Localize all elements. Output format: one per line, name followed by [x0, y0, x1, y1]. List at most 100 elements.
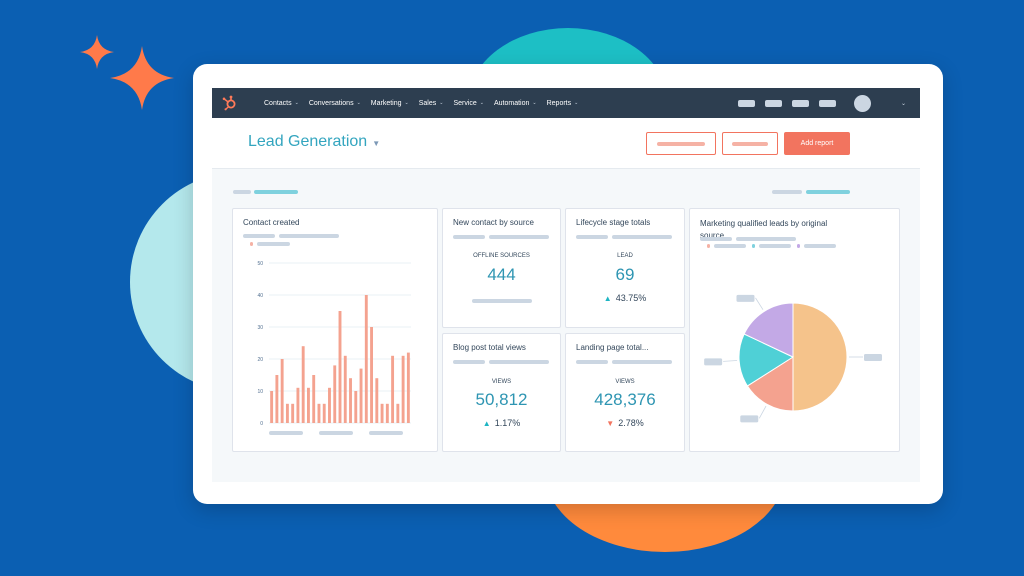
nav-utility-button[interactable] [737, 99, 755, 107]
legend-placeholder [804, 244, 836, 248]
bar[interactable] [338, 311, 342, 423]
subtitle-placeholder [453, 360, 485, 364]
pie-slice[interactable] [746, 356, 794, 412]
dashboard-selector[interactable]: Lead Generation ▼ [248, 133, 380, 151]
chevron-down-icon: ⌄ [439, 100, 444, 106]
avatar[interactable] [853, 94, 871, 112]
nav-service-label: Service [453, 99, 477, 107]
bar[interactable] [317, 403, 321, 423]
pie-slice[interactable] [792, 302, 848, 412]
bar[interactable] [385, 403, 389, 423]
nav-marketing-label: Marketing [370, 99, 402, 107]
nav-automation[interactable]: Automation ⌄ [494, 100, 537, 107]
card-new-contact-by-source[interactable]: New contact by source OFFLINE SOURCES 44… [442, 208, 561, 328]
bar[interactable] [359, 368, 363, 423]
bar[interactable] [296, 387, 300, 423]
legend-placeholder [714, 244, 746, 248]
bar[interactable] [285, 403, 289, 423]
bar[interactable] [322, 403, 326, 423]
filter-placeholder[interactable] [254, 190, 298, 194]
stat-label: VIEWS [491, 379, 512, 385]
card-blog-post-total-views[interactable]: Blog post total views VIEWS 50,812 ▲ 1.17… [442, 333, 561, 452]
bar[interactable] [343, 355, 347, 423]
bar[interactable] [270, 391, 274, 423]
hubspot-logo-icon[interactable] [212, 88, 246, 118]
bar[interactable] [391, 355, 395, 423]
stat-change: ▲ 1.17% [443, 418, 560, 428]
contact-created-bar-chart: 0 10 20 30 40 50 [257, 261, 411, 427]
card-lifecycle-stage-totals[interactable]: Lifecycle stage totals LEAD 69 ▲ 43.75% [565, 208, 685, 328]
chevron-down-icon: ⌄ [404, 100, 409, 106]
xaxis-placeholder [369, 431, 403, 435]
small-sparkle-icon [80, 35, 114, 69]
pie-slice[interactable] [743, 302, 794, 358]
nav-contacts[interactable]: Contacts ⌄ [264, 100, 299, 107]
nav-reports[interactable]: Reports ⌄ [547, 100, 579, 107]
card-title: New contact by source [453, 218, 534, 227]
bar[interactable] [354, 391, 358, 423]
bar[interactable] [349, 378, 352, 423]
stat-label: LEAD [617, 253, 633, 259]
bar[interactable] [291, 403, 295, 423]
large-sparkle-icon [110, 46, 174, 110]
callout-label-placeholder [736, 294, 755, 302]
bar[interactable] [406, 352, 410, 423]
legend-dot [752, 244, 755, 248]
bar[interactable] [280, 359, 284, 423]
filter-placeholder[interactable] [233, 190, 251, 194]
card-title: Lifecycle stage totals [576, 218, 651, 227]
legend-dot [707, 244, 710, 248]
filter-placeholder[interactable] [806, 190, 850, 194]
pie-slice[interactable] [738, 333, 795, 387]
account-menu-chevron-icon[interactable]: ⌄ [900, 100, 906, 107]
nav-automation-label: Automation [493, 99, 530, 107]
card-mql-by-source[interactable]: Marketing qualified leads by original so… [689, 208, 900, 452]
nav-utility-button[interactable] [791, 99, 809, 107]
app-window: Contacts ⌄ Conversations ⌄ Marketing ⌄ Sale… [193, 64, 943, 504]
nav-utility-button[interactable] [818, 99, 836, 107]
bar[interactable] [401, 355, 405, 423]
nav-utility-button[interactable] [764, 99, 782, 107]
card-title: Blog post total views [453, 343, 526, 352]
filter-placeholder[interactable] [772, 190, 802, 194]
callout-label-placeholder [864, 354, 882, 361]
bar[interactable] [328, 387, 331, 423]
subtitle-placeholder [612, 235, 672, 239]
placeholder-button[interactable] [722, 132, 778, 155]
stat-label: OFFLINE SOURCES [473, 253, 530, 259]
subtitle-placeholder [700, 237, 732, 241]
bar[interactable] [375, 378, 379, 423]
trend-down-icon: ▼ [606, 419, 615, 428]
placeholder-button[interactable] [646, 132, 716, 155]
nav-sales[interactable]: Sales ⌄ [419, 100, 444, 107]
subtitle-placeholder [279, 234, 339, 238]
stat-label: VIEWS [615, 379, 635, 385]
card-landing-page-total[interactable]: Landing page total... VIEWS 428,376 ▼ 2.7… [565, 333, 685, 452]
stat-change-value: 43.75% [615, 293, 647, 303]
subtitle-placeholder [576, 360, 608, 364]
card-contact-created[interactable]: Contact created 0 10 20 30 40 50 [232, 208, 438, 452]
top-navbar: Contacts ⌄ Conversations ⌄ Marketing ⌄ Sale… [212, 88, 920, 118]
add-report-button[interactable]: Add report [784, 132, 850, 155]
bar[interactable] [370, 327, 374, 423]
bar[interactable] [396, 403, 400, 423]
bar[interactable] [380, 403, 384, 423]
dashboard-area: Contact created 0 10 20 30 40 50 New contact … [212, 168, 920, 482]
y-tick-label: 10 [257, 389, 263, 395]
nav-marketing[interactable]: Marketing ⌄ [371, 100, 409, 107]
stat-placeholder [472, 299, 532, 303]
subtitle-placeholder [489, 235, 549, 239]
trend-up-icon: ▲ [482, 419, 491, 428]
bar[interactable] [275, 375, 279, 423]
mql-pie-chart [704, 294, 882, 423]
bar[interactable] [301, 346, 305, 423]
callout-label-placeholder [740, 415, 759, 423]
subtitle-placeholder [736, 237, 796, 241]
nav-service[interactable]: Service ⌄ [453, 100, 484, 107]
legend-placeholder [759, 244, 791, 248]
bar[interactable] [306, 387, 310, 423]
bar[interactable] [364, 295, 368, 423]
bar[interactable] [333, 365, 337, 423]
nav-conversations[interactable]: Conversations ⌄ [309, 100, 361, 107]
bar[interactable] [312, 375, 316, 423]
